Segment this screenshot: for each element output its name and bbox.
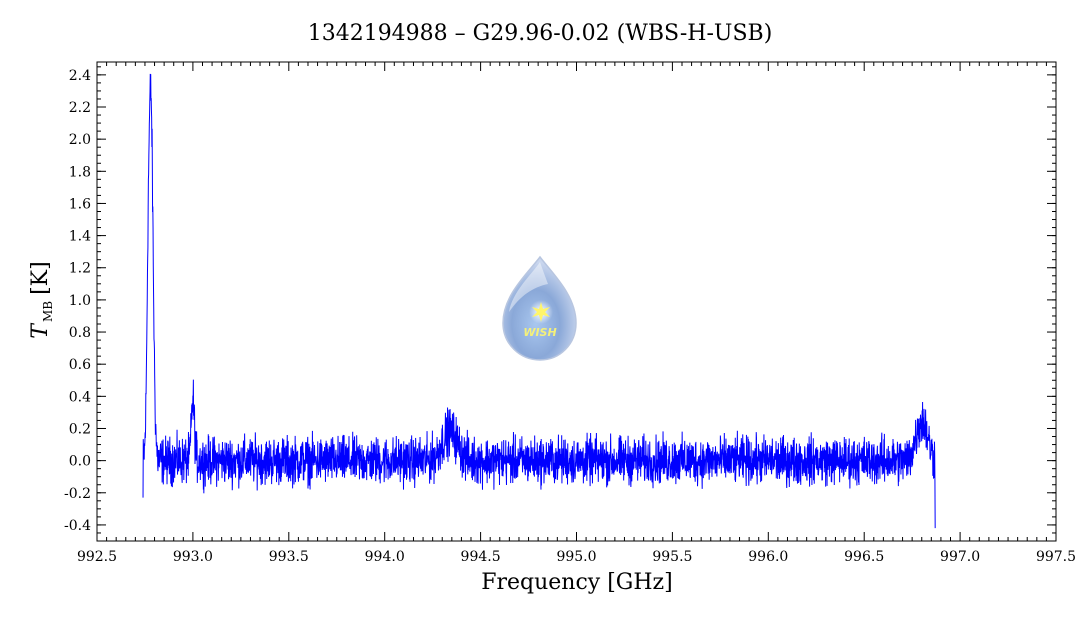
y-tick-label: 0.0 [69,454,91,470]
chart-title: 1342194988 – G29.96-0.02 (WBS-H-USB) [308,21,773,46]
x-tick-label: 993.5 [269,549,309,565]
x-tick-label: 994.5 [461,549,501,565]
y-tick-label: 1.4 [69,229,91,245]
y-tick-label: -0.4 [64,518,91,534]
y-tick-label: 2.4 [69,68,91,84]
y-tick-label: 0.2 [69,421,91,437]
y-tick-label: 0.6 [69,357,91,373]
y-axis-label-subscript: MB [41,301,55,322]
x-axis-ticks [96,62,1057,541]
x-tick-label: 992.5 [77,549,117,565]
wish-logo-text: WISH [523,326,556,339]
y-tick-label: 0.4 [69,389,91,405]
y-tick-label: 1.2 [69,261,91,277]
y-tick-label: 0.8 [69,325,91,341]
wish-drop-logo-icon: WISH [502,255,577,361]
y-tick-label: 1.6 [69,196,91,212]
y-axis-label-unit: [K] [28,261,53,295]
y-axis-label: TMB [K] [28,261,55,338]
y-tick-label: -0.2 [64,486,91,502]
x-tick-label: 996.0 [748,549,788,565]
x-axis-label: Frequency [GHz] [481,570,673,595]
y-tick-label: 2.2 [69,100,91,116]
x-tick-label: 993.0 [173,549,213,565]
x-tick-label: 996.5 [844,549,884,565]
y-axis-tick-labels: -0.4 -0.2 0.0 0.2 0.4 0.6 0.8 1.0 1.2 1.4 1.6 1.8 2.… [64,68,91,534]
x-tick-label: 994.0 [365,549,405,565]
x-axis-tick-labels: 992.5 993.0 993.5 994.0 994.5 995.0 995.5 996.0… [77,549,1076,565]
y-tick-label: 2.0 [69,132,91,148]
spectrum-series-line [142,73,936,529]
y-tick-label: 1.0 [69,293,91,309]
y-tick-label: 1.8 [69,164,91,180]
x-tick-label: 997.5 [1036,549,1076,565]
y-axis-ticks [97,66,1056,542]
y-axis-label-main: T [28,322,53,339]
x-tick-label: 997.0 [940,549,980,565]
x-tick-label: 995.5 [652,549,692,565]
x-tick-label: 995.0 [556,549,596,565]
svg-text:TMB[K]: TMB [K] [28,261,55,338]
